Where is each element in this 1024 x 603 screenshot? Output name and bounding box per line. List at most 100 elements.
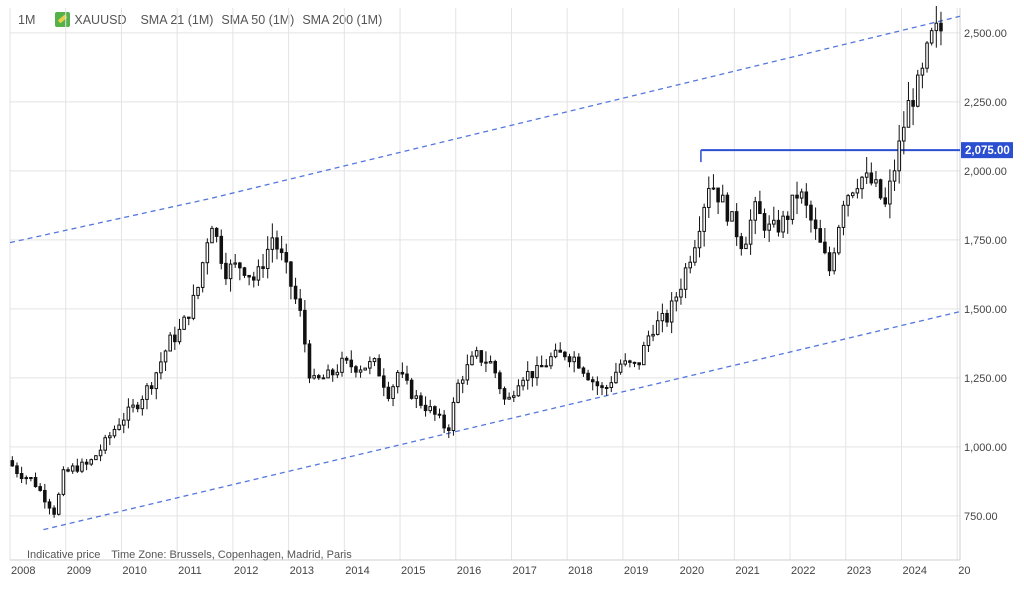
candle-up — [702, 206, 706, 232]
candle-up — [256, 266, 261, 281]
candle-down — [307, 343, 312, 379]
candle-down — [38, 486, 42, 491]
candle-up — [70, 465, 75, 472]
candle-up — [196, 286, 200, 296]
candle-up — [697, 230, 702, 249]
candle-up — [864, 172, 869, 178]
x-tick-label: 2020 — [680, 565, 704, 577]
candle-up — [767, 223, 771, 231]
candle-down — [15, 465, 19, 475]
candle-up — [340, 357, 344, 373]
candle-down — [493, 361, 497, 374]
y-tick-label: 750.00 — [964, 511, 998, 523]
candle-down — [224, 262, 228, 280]
candles — [10, 6, 943, 518]
candle-up — [312, 375, 316, 379]
indicator-sma50[interactable]: SMA 50 (1M) — [221, 12, 295, 27]
indicative-price-note: Indicative price — [27, 549, 101, 561]
candle-up — [623, 360, 628, 365]
candle-up — [56, 493, 61, 515]
candle-up — [512, 395, 516, 398]
symbol-label[interactable]: XAUUSD — [74, 12, 127, 27]
candle-down — [409, 379, 414, 399]
candle-up — [265, 248, 270, 269]
candle-up — [335, 371, 340, 376]
chart-footer: Indicative price Time Zone: Brussels, Co… — [27, 549, 360, 561]
candle-down — [577, 356, 581, 369]
candle-down — [739, 236, 744, 250]
candle-up — [772, 219, 776, 225]
candle-up — [121, 419, 126, 426]
x-tick-label: 2024 — [902, 565, 926, 577]
indicator-sma200[interactable]: SMA 200 (1M) — [302, 12, 383, 27]
x-tick-label: 2018 — [568, 565, 592, 577]
candle-down — [502, 388, 507, 400]
candle-down — [186, 316, 191, 319]
x-tick-label: 2008 — [11, 565, 35, 577]
candle-down — [563, 351, 567, 358]
candle-up — [140, 398, 145, 410]
candle-down — [10, 460, 15, 467]
y-tick-label: 1,250.00 — [964, 373, 1007, 385]
candle-up — [80, 461, 84, 472]
candle-up — [368, 361, 372, 369]
candle-down — [437, 413, 442, 416]
candle-up — [544, 365, 549, 368]
y-tick-label: 1,500.00 — [964, 304, 1007, 316]
candle-up — [470, 355, 474, 366]
candle-down — [818, 228, 823, 243]
candle-up — [233, 262, 237, 265]
candle-down — [716, 187, 720, 203]
candle-down — [52, 507, 56, 515]
candle-up — [604, 387, 609, 390]
candle-up — [688, 261, 693, 269]
candle-up — [154, 372, 159, 390]
x-tick-label: 2016 — [457, 565, 481, 577]
y-tick-label: 2,000.00 — [964, 166, 1007, 178]
candle-up — [358, 369, 363, 373]
x-tick-label: 2012 — [234, 565, 258, 577]
candle-up — [651, 333, 655, 337]
candle-up — [925, 42, 929, 69]
candle-up — [507, 396, 511, 400]
candle-up — [108, 435, 112, 439]
candle-down — [405, 373, 409, 381]
candle-down — [419, 395, 423, 406]
candle-down — [298, 298, 302, 311]
candle-down — [275, 237, 279, 250]
candle-up — [131, 404, 135, 408]
candle-up — [465, 364, 470, 381]
candle-up — [488, 361, 493, 364]
candle-down — [762, 213, 767, 231]
candle-down — [804, 191, 809, 206]
candle-down — [261, 266, 265, 269]
candle-down — [214, 227, 219, 237]
candle-down — [149, 385, 154, 390]
candle-down — [386, 386, 391, 399]
candle-down — [827, 252, 832, 272]
trendline-upper[interactable] — [9, 15, 961, 244]
candle-up — [920, 67, 925, 76]
trendline-lower[interactable] — [43, 310, 961, 531]
candle-up — [112, 428, 117, 437]
candle-down — [219, 235, 224, 264]
candle-up — [228, 263, 233, 280]
candle-down — [628, 360, 632, 363]
candle-up — [525, 371, 530, 381]
resistance-level-label: 2,075.00 — [965, 145, 1010, 157]
timeframe-label[interactable]: 1M — [18, 12, 36, 27]
candle-down — [400, 371, 405, 375]
candle-up — [24, 477, 29, 480]
y-tick-label: 1,000.00 — [964, 442, 1007, 454]
candle-down — [316, 375, 321, 379]
candle-down — [75, 465, 80, 472]
x-tick-label: 2015 — [401, 565, 425, 577]
candle-up — [906, 100, 911, 128]
x-tick-label: 2022 — [791, 565, 815, 577]
candle-up — [94, 455, 98, 461]
candle-up — [428, 406, 432, 412]
candle-down — [758, 201, 762, 215]
candle-down — [725, 194, 730, 222]
candle-down — [251, 276, 256, 281]
